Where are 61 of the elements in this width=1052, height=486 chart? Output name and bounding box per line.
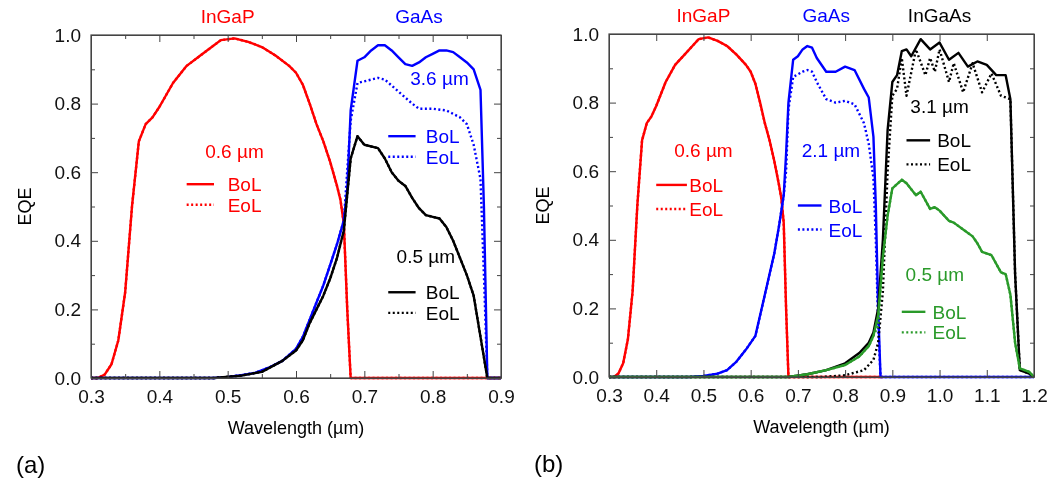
x-tick-label: 0.4 xyxy=(146,386,174,408)
legend-label: EoL xyxy=(828,219,863,241)
x-tick-label: 0.9 xyxy=(879,385,907,407)
x-axis-title: Wavelength (µm) xyxy=(753,417,890,437)
x-tick-label: 0.7 xyxy=(351,386,379,408)
annotation: 3.1 µm xyxy=(910,95,969,117)
y-tick-label: 0.0 xyxy=(54,367,81,389)
annotation: 0.6 µm xyxy=(205,141,264,163)
legend-label: BoL xyxy=(937,130,972,152)
annotation: 0.6 µm xyxy=(674,140,733,162)
y-tick-label: 0.0 xyxy=(572,366,599,388)
y-axis-title: EQE xyxy=(533,186,553,225)
y-tick-label: 0.4 xyxy=(572,229,600,251)
annotation: 0.5 µm xyxy=(905,263,965,285)
x-tick-label: 0.3 xyxy=(596,385,623,407)
x-tick-label: 0.5 xyxy=(214,386,242,408)
y-tick-label: 0.8 xyxy=(54,93,81,115)
legend-label: BoL xyxy=(932,301,967,323)
legend-label: BoL xyxy=(828,195,863,217)
y-tick-label: 0.2 xyxy=(54,298,81,320)
x-tick-label: 0.3 xyxy=(78,386,105,408)
legend-label: BoL xyxy=(425,282,460,304)
text: GaAs xyxy=(802,5,850,26)
legend-label: BoL xyxy=(425,126,460,148)
x-tick-label: 0.4 xyxy=(643,385,671,407)
x-tick-label: 1.2 xyxy=(1021,385,1048,407)
legend-label: BoL xyxy=(689,174,724,196)
y-tick-label: 0.6 xyxy=(54,161,81,183)
text: InGaAs xyxy=(907,5,972,26)
legend-label: EoL xyxy=(425,302,460,324)
text: (a) xyxy=(16,451,46,478)
annotation: 0.5 µm xyxy=(396,246,456,268)
legend-label: EoL xyxy=(937,154,972,176)
x-tick-label: 1.1 xyxy=(974,385,1001,407)
annotation: 3.6 µm xyxy=(410,67,469,89)
legend-label: EoL xyxy=(932,322,967,344)
x-tick-label: 0.7 xyxy=(785,385,812,407)
legend-label: EoL xyxy=(425,146,460,168)
x-tick-label: 0.6 xyxy=(737,385,765,407)
x-tick-label: 1.0 xyxy=(926,385,954,407)
x-tick-label: 0.9 xyxy=(488,386,515,408)
x-axis-title: Wavelength (µm) xyxy=(227,418,365,438)
y-tick-label: 0.2 xyxy=(572,297,599,319)
x-tick-label: 0.5 xyxy=(690,385,718,407)
text: InGaP xyxy=(200,6,255,27)
text: (b) xyxy=(534,450,564,477)
text: GaAs xyxy=(395,6,443,27)
y-tick-label: 0.6 xyxy=(572,160,599,182)
legend-label: EoL xyxy=(227,194,262,216)
x-tick-label: 0.6 xyxy=(283,386,310,408)
y-axis-title: EQE xyxy=(15,187,35,226)
y-tick-label: 0.8 xyxy=(572,92,599,114)
legend-label: EoL xyxy=(689,198,724,220)
x-tick-label: 0.8 xyxy=(419,386,447,408)
y-tick-label: 0.4 xyxy=(54,230,82,252)
x-tick-label: 0.8 xyxy=(832,385,859,407)
legend-label: BoL xyxy=(227,174,262,196)
text: InGaP xyxy=(676,5,731,26)
y-tick-label: 1.0 xyxy=(572,23,599,45)
y-tick-label: 1.0 xyxy=(54,24,81,46)
annotation: 2.1 µm xyxy=(801,140,861,162)
